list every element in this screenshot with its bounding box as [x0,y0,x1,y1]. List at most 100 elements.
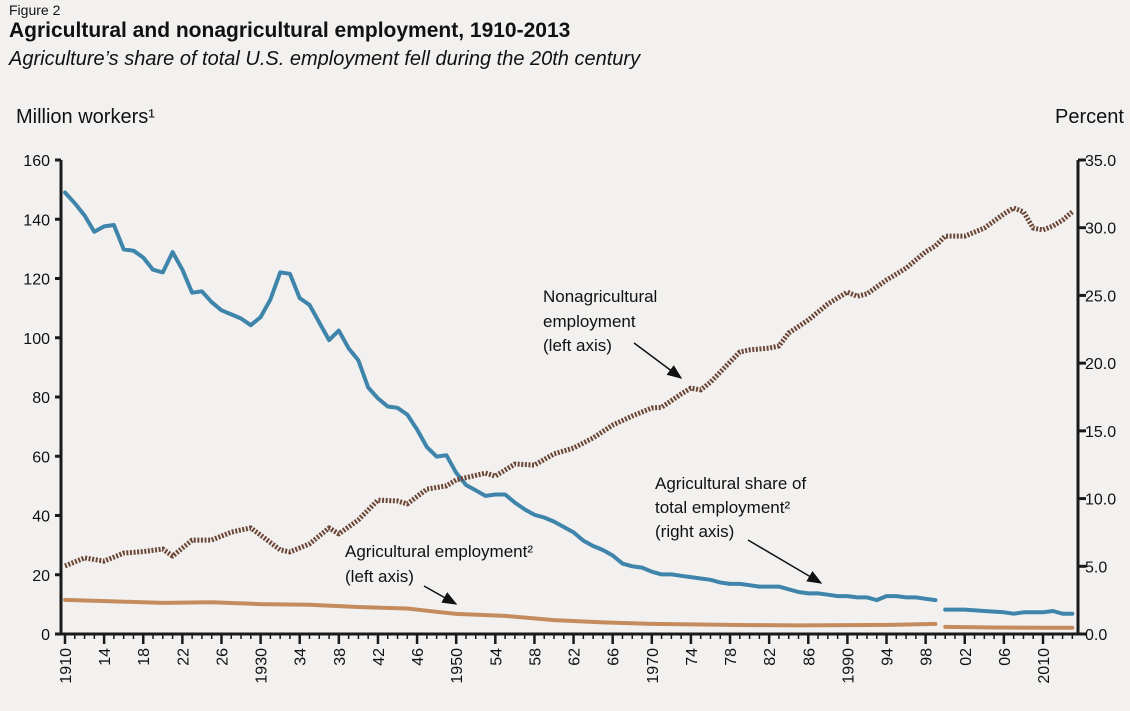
y-tick-left: 20 [32,568,61,585]
y-tick-right-label: 20.0 [1085,356,1116,373]
y-tick-right-label: 35.0 [1085,153,1116,170]
x-tick: 1930 [254,648,271,684]
x-tick-label: 46 [410,648,427,666]
y-tick-label: 160 [23,153,50,170]
y-tick-left: 0 [41,627,61,644]
arrow-ag-share [747,539,823,584]
y-tick-label: 140 [23,212,50,229]
x-tick: 94 [880,648,897,666]
x-tick: 54 [488,648,505,666]
x-tick: 2010 [1036,648,1053,684]
x-tick-label: 74 [684,648,701,666]
x-tick: 82 [762,648,779,666]
x-tick: 1950 [449,648,466,684]
line-segment [943,624,1075,630]
x-tick: 34 [293,648,310,666]
x-tick: 46 [410,648,427,666]
x-tick-label: 54 [488,648,505,666]
y-tick-left: 40 [32,509,61,526]
x-tick-label: 22 [175,648,192,666]
y-tick-right: 10.0 [1078,492,1116,509]
series-ag_share [63,190,1075,616]
y-tick-left: 160 [23,153,61,170]
x-tick: 74 [684,648,701,666]
x-tick-label: 14 [97,648,114,666]
x-tick-label: 02 [958,648,975,666]
figure-label: Figure 2 [9,2,61,18]
y-tick-right-label: 30.0 [1085,221,1116,238]
x-tick-label: 1950 [449,648,466,684]
annotations: Nonagricultural employment (left axis) Agr… [345,287,823,605]
annotation-nonag: Nonagricultural employment (left axis) [543,287,657,355]
y-tick-right: 25.0 [1078,288,1116,305]
annotation-ag-share: Agricultural share of total employment² (r… [655,474,806,541]
y-tick-label: 20 [32,568,50,585]
line-segment [63,190,938,603]
x-tick-label: 78 [723,648,740,666]
y-tick-label: 60 [32,449,50,466]
y-tick-right: 20.0 [1078,356,1116,373]
chart-subtitle: Agriculture’s share of total U.S. employ… [9,48,641,70]
y-tick-label: 100 [23,331,50,348]
x-tick-label: 1930 [254,648,271,684]
x-tick: 86 [801,648,818,666]
chart-title: Agricultural and nonagricultural employm… [9,19,571,42]
y-tick-label: 120 [23,272,50,289]
x-tick-label: 94 [880,648,897,666]
y-tick-label: 40 [32,509,50,526]
x-tick-label: 42 [371,648,388,666]
x-tick-label: 66 [606,648,623,666]
x-tick-label: 1990 [840,648,857,684]
line-segment [64,205,1074,569]
y-tick-left: 100 [23,331,61,348]
x-tick-label: 34 [293,648,310,666]
x-tick: 62 [567,648,584,666]
x-tick: 26 [214,648,231,666]
x-tick: 22 [175,648,192,666]
x-tick: 66 [606,648,623,666]
y-tick-right: 35.0 [1078,153,1116,170]
x-tick-label: 98 [919,648,936,666]
y-tick-left: 120 [23,272,61,289]
x-tick-label: 06 [997,648,1014,666]
annotation-ag-emp: Agricultural employment² (left axis) [345,542,533,586]
y-axis-label-left: Million workers¹ [16,106,155,128]
series-ag_emp [63,597,1075,630]
x-tick-label: 18 [136,648,153,666]
x-tick-label: 1910 [58,648,75,684]
y-tick-right: 15.0 [1078,424,1116,441]
arrow-nonag [633,342,683,379]
y-axis-label-right: Percent [1055,106,1124,128]
x-tick: 1910 [58,648,75,684]
x-tick-label: 82 [762,648,779,666]
x-tick-label: 38 [332,648,349,666]
y-tick-label: 80 [32,390,50,407]
line-segment [63,597,938,628]
y-tick-right: 0.0 [1078,627,1107,644]
x-tick-label: 2010 [1036,648,1053,684]
x-tick-label: 26 [214,648,231,666]
x-tick: 14 [97,648,114,666]
x-tick: 98 [919,648,936,666]
y-tick-right-label: 0.0 [1085,627,1107,644]
x-tick: 06 [997,648,1014,666]
y-tick-right-label: 25.0 [1085,288,1116,305]
y-tick-left: 140 [23,212,61,229]
y-tick-right-label: 15.0 [1085,424,1116,441]
x-tick: 02 [958,648,975,666]
y-tick-left: 80 [32,390,61,407]
x-tick: 1990 [840,648,857,684]
axes-layer: 0204060801001201401600.05.010.015.020.02… [23,153,1116,684]
series-layer [63,190,1075,630]
y-tick-left: 60 [32,449,61,466]
arrow-ag-emp [423,585,458,605]
y-tick-right: 30.0 [1078,221,1116,238]
x-tick: 78 [723,648,740,666]
x-tick: 38 [332,648,349,666]
x-tick: 18 [136,648,153,666]
x-tick-label: 86 [801,648,818,666]
x-tick: 1970 [645,648,662,684]
x-tick-label: 58 [527,648,544,666]
x-tick: 42 [371,648,388,666]
